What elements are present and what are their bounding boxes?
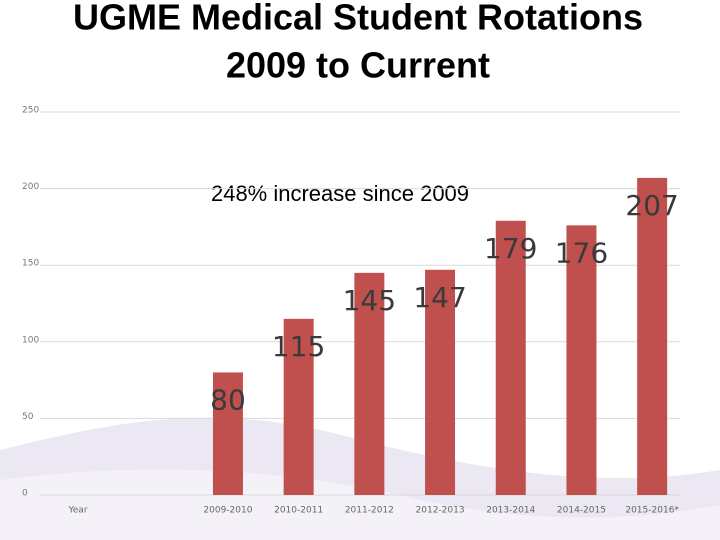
y-tick-label: 200	[22, 182, 39, 192]
data-label: 207	[625, 189, 678, 222]
y-tick-label: 100	[22, 335, 39, 345]
bar	[425, 269, 456, 495]
bar	[637, 177, 668, 495]
y-tick-label: 250	[22, 106, 39, 116]
data-label: 147	[413, 281, 466, 314]
x-axis-label: Year	[67, 506, 87, 516]
data-label: 176	[555, 236, 608, 269]
annotation: 248% increase since 2009	[211, 181, 469, 206]
x-tick-label: 2014-2015	[557, 506, 606, 516]
bar	[566, 225, 597, 496]
x-tick-label: 2010-2011	[274, 506, 323, 516]
x-tick-label: 2013-2014	[486, 506, 535, 516]
x-tick-label: 2009-2010	[203, 506, 252, 516]
data-label: 179	[484, 232, 537, 265]
x-tick-label: 2015-2016*	[625, 506, 679, 516]
x-tick-label: 2011-2012	[345, 506, 394, 516]
x-tick-label: 2012-2013	[416, 506, 465, 516]
background-wave	[0, 469, 720, 540]
bar	[212, 372, 243, 495]
y-tick-label: 150	[22, 259, 39, 269]
chart-title: UGME Medical Student Rotations	[73, 0, 643, 38]
chart-title: 2009 to Current	[226, 45, 490, 86]
y-tick-label: 50	[22, 412, 34, 422]
y-tick-label: 0	[22, 489, 28, 499]
bar	[495, 220, 526, 495]
bar	[354, 272, 385, 495]
data-label: 80	[210, 383, 246, 416]
bar	[283, 318, 314, 495]
data-label: 115	[272, 330, 325, 363]
data-label: 145	[343, 284, 396, 317]
